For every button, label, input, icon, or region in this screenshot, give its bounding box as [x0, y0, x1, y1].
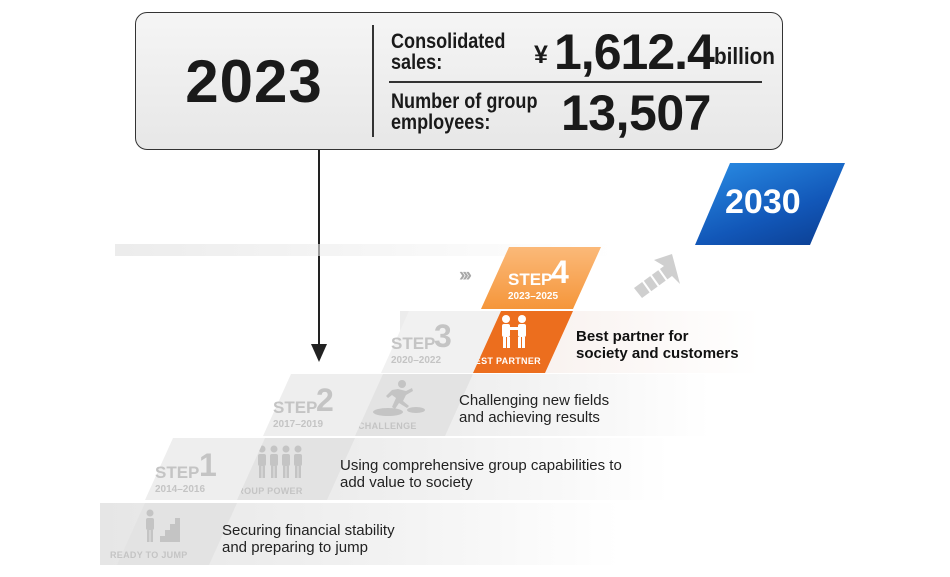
step-4-tag: BEST PARTNER — [468, 356, 541, 366]
step-3-number: 3 — [434, 318, 452, 354]
step-4-years: 2023–2025 — [508, 291, 559, 302]
up-right-arrow-icon — [634, 254, 680, 298]
sales-value: 1,612.4 — [554, 24, 715, 80]
step-2-word: STEP — [273, 398, 318, 417]
step-1-description-line-2: and preparing to jump — [222, 539, 368, 556]
step-2-description-line-2: add value to society — [340, 474, 473, 491]
step-1-description-line-1: Securing financial stability — [222, 522, 395, 539]
summary-box: 2023 Consolidated sales: ¥ 1,612.4 billi… — [135, 12, 783, 150]
employees-label: Number of group employees: — [391, 90, 538, 134]
step-4-description-line-2: society and customers — [576, 345, 739, 362]
group-people-icon — [258, 445, 302, 478]
employees-value: 13,507 — [561, 85, 711, 141]
step-4-number: 4 — [551, 254, 569, 290]
person-stairs-icon — [146, 509, 180, 542]
sales-unit: billion — [714, 43, 775, 69]
step-3-description-line-1: Challenging new fields — [459, 392, 610, 409]
partners-icon — [502, 315, 526, 348]
step-1-years: 2014–2016 — [155, 484, 206, 495]
step-1-number: 1 — [199, 447, 217, 483]
chevrons-right-icon: ››› — [459, 265, 472, 286]
band-top — [115, 244, 615, 256]
step-2-tag: GROUP POWER — [230, 486, 303, 496]
step-3-word: STEP — [391, 334, 436, 353]
horizontal-divider — [389, 81, 762, 83]
step-3-years: 2020–2022 — [391, 355, 442, 366]
sales-label: Consolidated sales: — [391, 30, 506, 74]
step-2-number: 2 — [316, 382, 334, 418]
step-4-description-line-1: Best partner for — [576, 328, 689, 345]
step-2-years: 2017–2019 — [273, 419, 324, 430]
jumping-person-icon — [373, 380, 425, 416]
target-year: 2030 — [725, 183, 801, 221]
step-1-word: STEP — [155, 463, 200, 482]
step-4-word: STEP — [508, 270, 553, 289]
step-2-description-line-1: Using comprehensive group capabilities t… — [340, 457, 622, 474]
step-3-description-line-2: and achieving results — [459, 409, 600, 426]
vertical-divider — [372, 25, 374, 137]
sales-currency: ¥ — [534, 41, 548, 69]
down-arrow-head — [311, 344, 327, 362]
step-3-tag: CHALLENGE — [358, 421, 417, 431]
current-year: 2023 — [185, 47, 323, 115]
step-1-tag: READY TO JUMP — [110, 550, 188, 560]
